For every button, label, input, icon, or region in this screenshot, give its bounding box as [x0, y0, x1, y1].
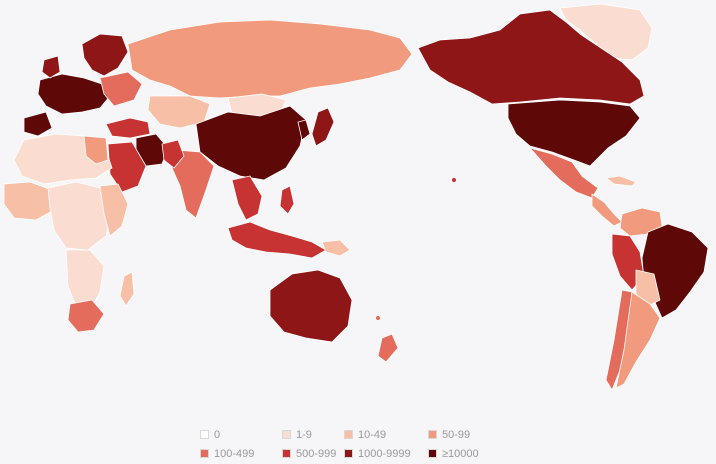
legend-swatch-0 [200, 430, 209, 439]
region-korea[interactable] [297, 119, 311, 141]
region-usa[interactable] [507, 99, 641, 167]
legend-item-3: 50-99 [428, 428, 500, 441]
region-philippines[interactable] [279, 185, 295, 215]
region-png[interactable] [321, 239, 351, 257]
region-uk[interactable] [41, 55, 61, 79]
region-central-america[interactable] [591, 193, 623, 227]
region-pakistan[interactable] [161, 139, 185, 169]
legend-swatch-2 [344, 430, 353, 439]
region-southeast-asia[interactable] [231, 175, 263, 221]
region-madagascar[interactable] [119, 271, 135, 307]
legend-swatch-7 [428, 449, 437, 458]
legend-item-7: ≥10000 [428, 447, 500, 460]
region-new-zealand[interactable] [377, 333, 399, 363]
legend-item-1: 1-9 [282, 428, 344, 441]
region-argentina[interactable] [615, 291, 661, 389]
region-west-africa[interactable] [3, 181, 55, 221]
region-mexico[interactable] [529, 147, 599, 199]
region-caribbean[interactable] [605, 175, 637, 187]
region-south-africa[interactable] [67, 299, 105, 333]
legend-item-0: 0 [200, 428, 282, 441]
region-canada[interactable] [417, 9, 645, 105]
legend-label-1: 1-9 [296, 428, 312, 441]
legend-item-2: 10-49 [344, 428, 428, 441]
region-saudi-arabia[interactable] [107, 141, 147, 193]
legend-label-3: 50-99 [442, 428, 471, 441]
region-india[interactable] [171, 149, 215, 219]
region-turkey[interactable] [105, 117, 151, 139]
region-indonesia[interactable] [227, 221, 327, 259]
region-bolivia[interactable] [635, 269, 661, 307]
region-australia[interactable] [269, 269, 353, 343]
region-scandinavia[interactable] [81, 33, 129, 77]
legend-swatch-4 [200, 449, 209, 458]
legend-label-6: 1000-9999 [358, 447, 411, 460]
legend-item-5: 500-999 [282, 447, 344, 460]
legend-swatch-5 [282, 449, 291, 458]
region-china[interactable] [195, 105, 307, 181]
region-central-africa[interactable] [47, 181, 113, 251]
legend-item-6: 1000-9999 [344, 447, 428, 460]
region-greenland[interactable] [559, 3, 653, 61]
legend-label-5: 500-999 [296, 447, 337, 460]
region-egypt[interactable] [83, 135, 109, 165]
region-iberia[interactable] [23, 111, 53, 137]
region-japan[interactable] [311, 107, 335, 147]
map-canvas [3, 3, 709, 391]
region-pacific-island[interactable] [375, 315, 381, 321]
region-western-europe[interactable] [37, 73, 111, 115]
legend-swatch-6 [344, 449, 353, 458]
legend-label-4: 100-499 [214, 447, 255, 460]
region-hawaii[interactable] [451, 177, 457, 183]
legend-swatch-3 [428, 430, 437, 439]
region-central-asia[interactable] [147, 95, 211, 129]
legend-label-2: 10-49 [358, 428, 387, 441]
legend-label-7: ≥10000 [442, 447, 479, 460]
region-eastern-europe[interactable] [99, 71, 143, 107]
legend-item-4: 100-499 [200, 447, 282, 460]
map-legend: 0 1-9 10-49 50-99 100-499 500-999 1000-9… [200, 428, 500, 460]
region-southern-africa[interactable] [65, 249, 105, 311]
region-russia[interactable] [127, 19, 413, 99]
legend-swatch-1 [282, 430, 291, 439]
legend-label-0: 0 [214, 428, 221, 441]
region-east-africa[interactable] [99, 183, 129, 237]
